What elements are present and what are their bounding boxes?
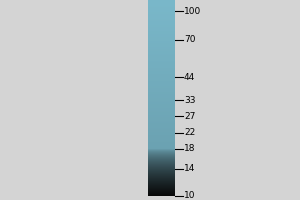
Text: 14: 14 xyxy=(184,164,195,173)
Text: 10: 10 xyxy=(184,192,196,200)
Text: 70: 70 xyxy=(184,35,196,44)
Text: 33: 33 xyxy=(184,96,196,105)
Text: 100: 100 xyxy=(184,7,201,16)
Text: 27: 27 xyxy=(184,112,195,121)
Text: 44: 44 xyxy=(184,73,195,82)
Text: 22: 22 xyxy=(184,128,195,137)
Text: 18: 18 xyxy=(184,144,196,153)
